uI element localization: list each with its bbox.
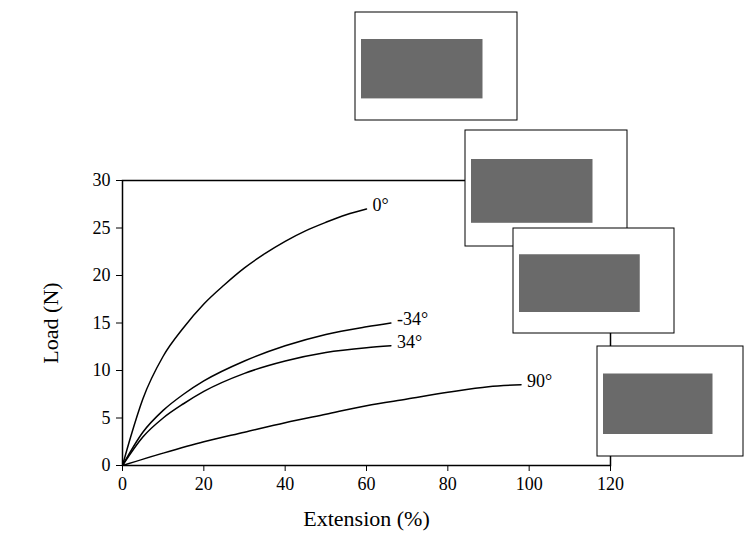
svg-text:Load (N): Load (N) <box>38 282 63 363</box>
svg-text:15: 15 <box>93 313 111 333</box>
svg-text:20: 20 <box>93 265 111 285</box>
svg-text:90°: 90° <box>527 371 552 391</box>
svg-text:0: 0 <box>118 474 127 494</box>
svg-text:30: 30 <box>93 170 111 190</box>
svg-text:0: 0 <box>102 455 111 475</box>
svg-text:34°: 34° <box>397 332 422 352</box>
svg-text:120: 120 <box>597 474 624 494</box>
svg-text:20: 20 <box>195 474 213 494</box>
svg-text:-34°: -34° <box>397 309 428 329</box>
svg-text:0°: 0° <box>373 195 389 215</box>
svg-text:60: 60 <box>358 474 376 494</box>
svg-text:10: 10 <box>93 360 111 380</box>
svg-text:80: 80 <box>439 474 457 494</box>
svg-text:100: 100 <box>516 474 543 494</box>
svg-text:25: 25 <box>93 218 111 238</box>
svg-text:40: 40 <box>276 474 294 494</box>
svg-text:Extension (%): Extension (%) <box>303 506 429 531</box>
svg-text:5: 5 <box>102 408 111 428</box>
